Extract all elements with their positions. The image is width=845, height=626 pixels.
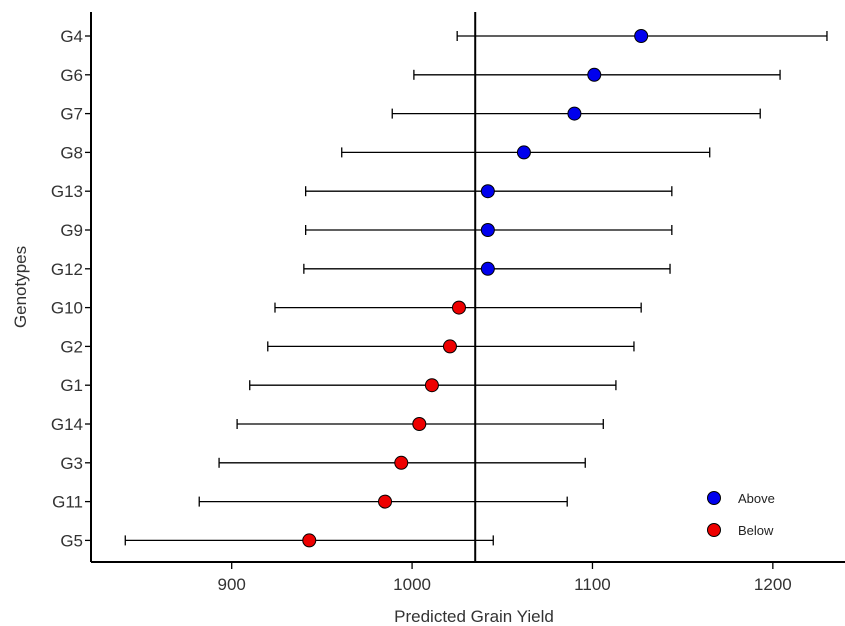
data-point [587, 67, 602, 82]
x-tick-layer: 900 1000 1100 1200 [218, 562, 792, 594]
data-point [634, 29, 649, 43]
legend-item: Below [707, 523, 774, 538]
legend-item: Above [707, 491, 775, 506]
y-tick-label: G6 [60, 66, 83, 85]
y-tick-label: G9 [60, 221, 83, 240]
legend-label: Below [738, 523, 774, 538]
data-point [394, 455, 409, 470]
y-tick-layer: G4 G6 G7 G8 G13 G9 G12 G10 G2 G1 G14 G3 G11 G5 [51, 27, 91, 550]
data-point [442, 339, 457, 354]
x-tick-label: 900 [218, 575, 246, 594]
legend-marker [707, 523, 721, 537]
data-point [378, 494, 393, 509]
y-tick-label: G2 [60, 337, 83, 356]
legend: Above Below [707, 491, 775, 538]
y-tick-label: G7 [60, 105, 83, 124]
legend-marker [707, 491, 721, 505]
y-tick-label: G5 [60, 531, 83, 550]
data-point [302, 533, 317, 548]
data-point [516, 145, 531, 160]
data-point [480, 184, 495, 199]
legend-label: Above [738, 491, 775, 506]
x-tick-label: 1200 [754, 575, 792, 594]
y-tick-label: G1 [60, 376, 83, 395]
plot-frame [90, 12, 845, 563]
y-tick-label: G3 [60, 454, 83, 473]
x-tick-label: 1100 [574, 575, 611, 594]
x-tick-label: 1000 [393, 575, 431, 594]
x-axis-title: Predicted Grain Yield [394, 607, 554, 626]
y-tick-label: G11 [52, 493, 83, 512]
point-layer [302, 29, 649, 548]
y-tick-label: G13 [51, 182, 83, 201]
data-point [480, 261, 495, 276]
data-point [412, 417, 427, 431]
data-point [424, 378, 439, 393]
y-tick-label: G14 [51, 415, 83, 434]
y-tick-label: G8 [60, 143, 83, 162]
data-point [567, 106, 582, 121]
data-point [480, 223, 495, 237]
y-tick-label: G4 [60, 27, 83, 46]
y-tick-label: G10 [51, 299, 83, 318]
y-axis-title: Genotypes [11, 246, 30, 328]
data-point [451, 300, 466, 315]
y-tick-label: G12 [51, 260, 83, 279]
